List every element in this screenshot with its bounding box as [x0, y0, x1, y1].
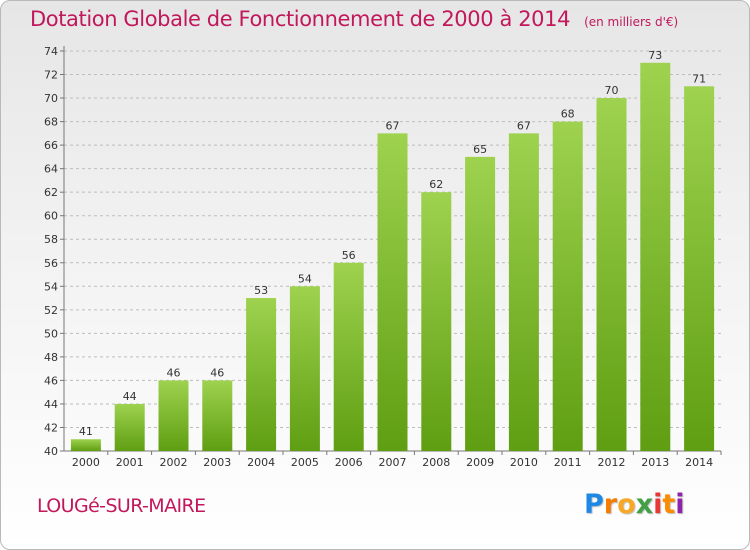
bar-2012	[596, 98, 627, 451]
y-tick-label: 58	[44, 233, 58, 246]
y-tick-label: 50	[44, 327, 58, 340]
y-tick-label: 48	[44, 351, 58, 364]
bar-chart: 40 42 44 46 48 50 52 54 56 58 60 62 64 66 68 70 72 74 2000…	[44, 45, 722, 469]
bars	[70, 62, 715, 452]
y-tick-label: 54	[44, 280, 58, 293]
bar-2007	[377, 133, 408, 451]
bar-2010	[508, 133, 539, 451]
data-label: 46	[210, 366, 224, 379]
data-label: 41	[79, 425, 93, 438]
chart-subtitle: (en milliers d'€)	[584, 15, 679, 29]
data-label: 46	[167, 366, 181, 379]
y-tick-label: 56	[44, 257, 58, 270]
y-tick-label: 64	[44, 163, 58, 176]
data-label: 65	[473, 143, 487, 156]
data-labels: 41 44 46 46 53 54 56 67 62 65 67 68 70 73 71	[79, 49, 706, 438]
bar-2001	[114, 403, 145, 451]
x-tick-label: 2005	[291, 456, 319, 469]
data-label: 44	[123, 390, 137, 403]
data-label: 68	[561, 108, 575, 121]
chart-title: Dotation Globale de Fonctionnement de 20…	[30, 7, 678, 31]
bar-2009	[465, 156, 496, 451]
x-tick-label: 2006	[335, 456, 363, 469]
x-tick-label: 2012	[598, 456, 626, 469]
x-tick-label: 2009	[466, 456, 494, 469]
x-tick-label: 2001	[116, 456, 144, 469]
y-tick-label: 74	[44, 45, 58, 58]
data-label: 53	[254, 284, 268, 297]
bar-2008	[421, 192, 452, 452]
data-label: 56	[342, 249, 356, 262]
bar-2014	[684, 86, 715, 451]
bar-2004	[246, 298, 277, 451]
x-tick-label: 2002	[160, 456, 188, 469]
y-tick-label: 42	[44, 421, 58, 434]
x-tick-label: 2011	[554, 456, 582, 469]
y-tick-label: 72	[44, 69, 58, 82]
bar-2000	[70, 439, 101, 451]
data-label: 73	[648, 49, 662, 62]
x-tick-label: 2007	[379, 456, 407, 469]
y-tick-label: 66	[44, 139, 58, 152]
commune-name: LOUGé-SUR-MAIRE	[37, 495, 206, 517]
y-tick-label: 68	[44, 116, 58, 129]
bar-2005	[289, 286, 320, 451]
data-label: 67	[517, 119, 531, 132]
bar-2006	[333, 262, 364, 451]
bar-2003	[202, 380, 233, 451]
y-tick-label: 52	[44, 304, 58, 317]
proxiti-logo: Proxiti	[584, 489, 685, 520]
bar-2011	[552, 121, 583, 452]
bar-2013	[640, 62, 671, 451]
x-tick-label: 2014	[685, 456, 713, 469]
x-tick-label: 2000	[72, 456, 100, 469]
x-tick-label: 2004	[247, 456, 275, 469]
data-label: 70	[605, 84, 619, 97]
data-label: 62	[429, 178, 443, 191]
x-tick-label: 2010	[510, 456, 538, 469]
x-tick-label: 2003	[203, 456, 231, 469]
y-tick-label: 44	[44, 398, 58, 411]
data-label: 54	[298, 272, 312, 285]
axes: 40 42 44 46 48 50 52 54 56 58 60 62 64 66 68 70 72 74 2000…	[44, 45, 722, 469]
y-tick-label: 40	[44, 445, 58, 458]
y-tick-label: 46	[44, 374, 58, 387]
y-tick-label: 62	[44, 186, 58, 199]
bar-2002	[158, 380, 189, 451]
y-tick-label: 60	[44, 210, 58, 223]
x-tick-label: 2013	[641, 456, 669, 469]
data-label: 71	[692, 72, 706, 85]
x-tick-label: 2008	[422, 456, 450, 469]
data-label: 67	[386, 119, 400, 132]
y-tick-label: 70	[44, 92, 58, 105]
chart-title-text: Dotation Globale de Fonctionnement de 20…	[30, 7, 571, 31]
